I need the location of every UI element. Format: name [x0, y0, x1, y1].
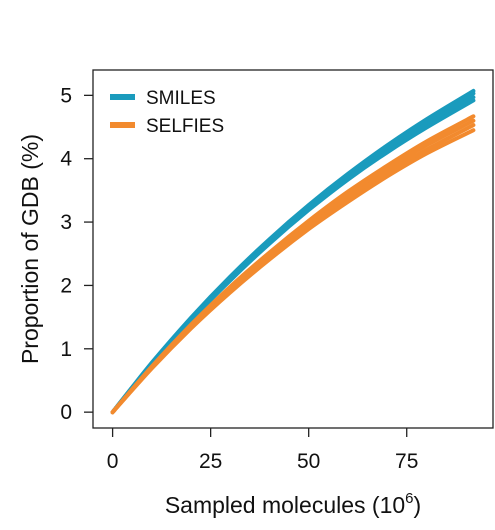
series-line-smiles: [110, 91, 476, 415]
x-tick-label: 75: [395, 450, 418, 473]
series-layer: [110, 88, 476, 415]
series-selfies: [110, 114, 476, 415]
x-axis-title-text: Sampled molecules (10: [165, 492, 405, 518]
legend: SMILES SELFIES: [110, 88, 224, 137]
series-line-selfies: [110, 118, 476, 415]
y-tick-label: 1: [60, 338, 72, 361]
legend-label-smiles: SMILES: [146, 88, 216, 109]
series-line-selfies: [110, 123, 476, 415]
y-tick-label: 3: [60, 211, 72, 234]
x-axis-title: Sampled molecules (106): [165, 490, 421, 518]
x-axis-title-exponent: 6: [405, 490, 413, 507]
y-tick-label: 0: [60, 401, 72, 424]
series-line-selfies: [110, 128, 476, 415]
legend-label-selfies: SELFIES: [146, 116, 224, 137]
series-line-smiles: [110, 88, 476, 415]
series-line-selfies: [110, 114, 476, 415]
series-smiles: [110, 88, 476, 415]
x-tick-label: 0: [107, 450, 119, 473]
y-tick-label: 2: [60, 274, 72, 297]
x-axis-title-close: ): [414, 492, 422, 518]
x-tick-label: 50: [297, 450, 320, 473]
plot-frame: [92, 69, 494, 429]
series-line-smiles: [110, 98, 476, 415]
x-tick-label: 25: [199, 450, 222, 473]
y-tick-label: 5: [60, 84, 72, 107]
y-axis-title: Proportion of GDB (%): [17, 134, 43, 364]
axes-layer: 0 25 50 75 0 1 2 3 4 5: [60, 84, 418, 473]
y-tick-label: 4: [60, 148, 72, 171]
